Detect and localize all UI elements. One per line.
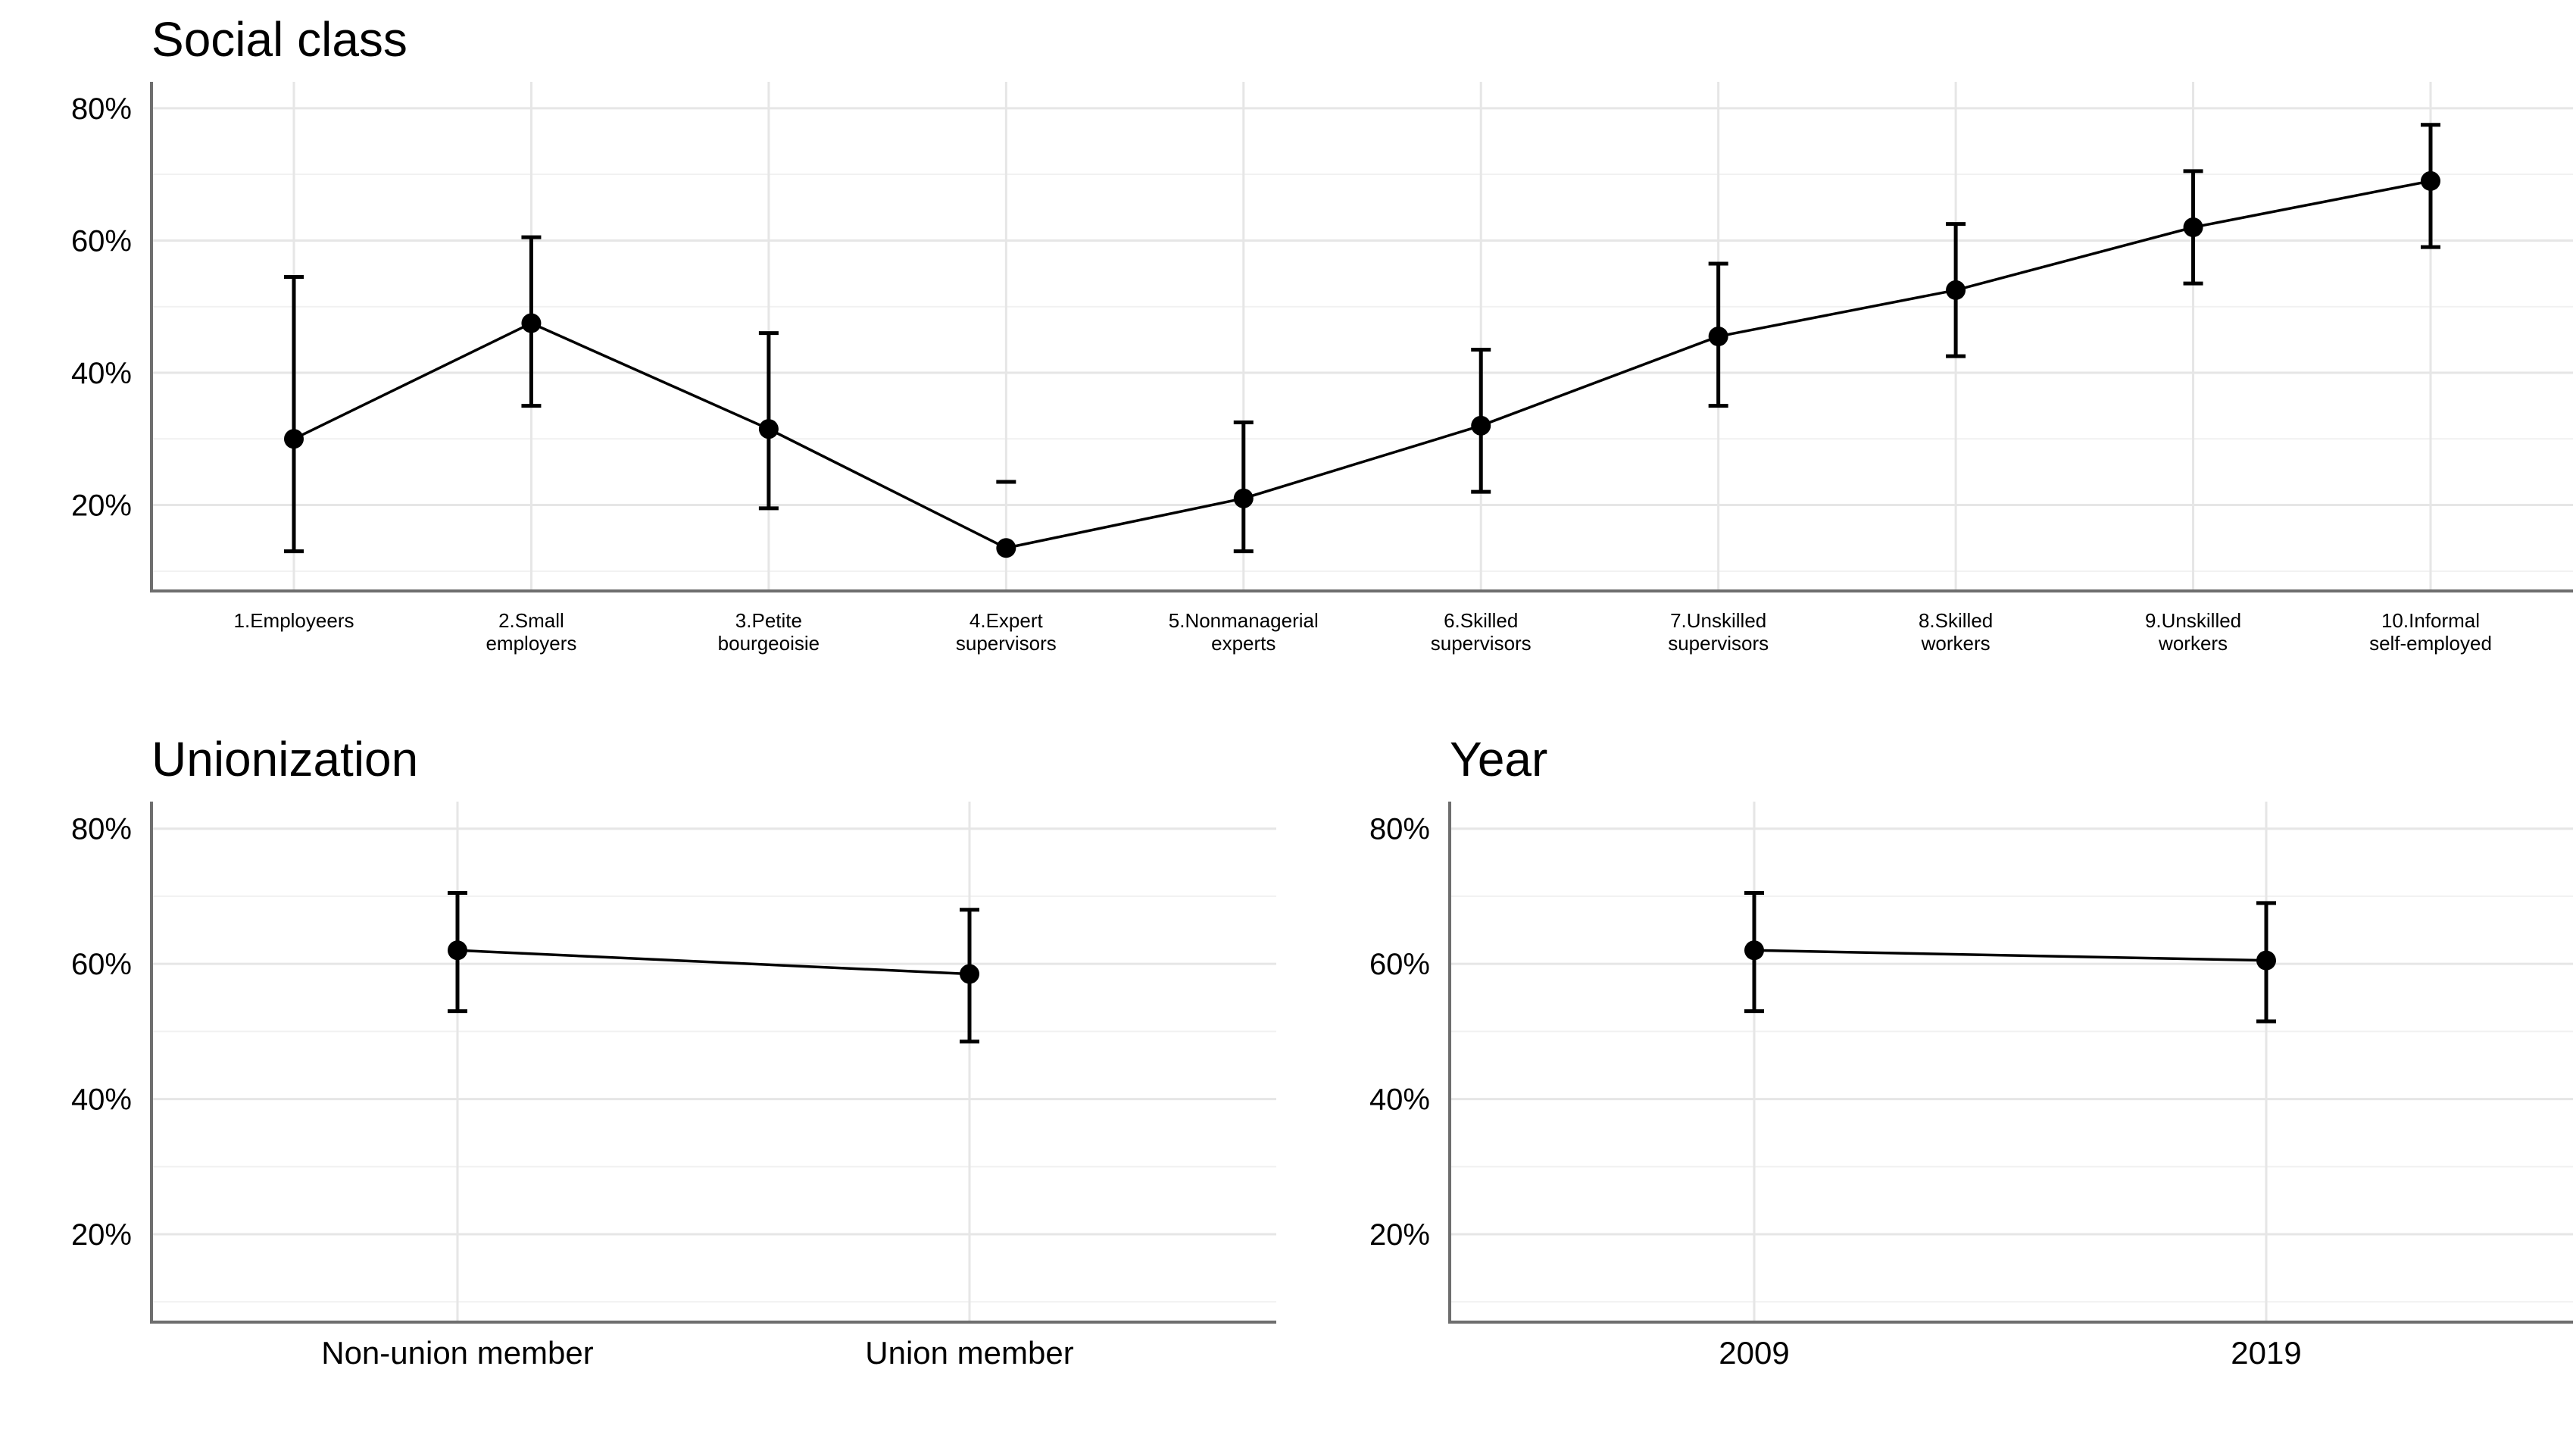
x-tick-label: workers bbox=[2158, 632, 2228, 655]
data-point bbox=[758, 419, 779, 439]
y-tick-label: 20% bbox=[1369, 1218, 1430, 1252]
x-tick-label: 8.Skilled bbox=[1919, 609, 1993, 632]
data-point bbox=[284, 429, 304, 449]
data-point bbox=[1233, 488, 1254, 508]
x-tick-label: 2019 bbox=[2231, 1335, 2301, 1371]
panel-unionization: Unionization 20% 40% 60% 80% Non-union member… bbox=[71, 732, 1276, 1371]
series-line bbox=[1753, 949, 2267, 962]
panel-social-class: Social class 20% 40% 60% 80% 1.Employeers 2.Sm… bbox=[71, 12, 2573, 655]
data-point bbox=[1744, 940, 1764, 961]
x-tick-label: workers bbox=[1921, 632, 1991, 655]
y-tick-label: 80% bbox=[71, 813, 132, 846]
x-tick-label: supervisors bbox=[1668, 632, 1769, 655]
y-tick-label: 80% bbox=[71, 92, 132, 126]
x-tick-label: Non-union member bbox=[321, 1335, 594, 1371]
data-point bbox=[2256, 950, 2276, 971]
panel-title: Unionization bbox=[151, 732, 418, 786]
data-point bbox=[1946, 280, 1966, 300]
data-point bbox=[960, 964, 979, 984]
x-tick-label: 2.Small bbox=[498, 609, 564, 632]
panel-title: Year bbox=[1450, 732, 1547, 786]
y-tick-label: 60% bbox=[1369, 948, 1430, 981]
x-tick-label: employers bbox=[486, 632, 576, 655]
data-point bbox=[2183, 217, 2203, 237]
panel-title: Social class bbox=[151, 12, 407, 67]
x-tick-label: supervisors bbox=[956, 632, 1057, 655]
series-line bbox=[457, 949, 970, 976]
x-tick-label: bourgeoisie bbox=[718, 632, 820, 655]
x-tick-label: 4.Expert bbox=[970, 609, 1044, 632]
y-tick-label: 40% bbox=[71, 1083, 132, 1117]
y-tick-label: 40% bbox=[1369, 1083, 1430, 1117]
x-tick-label: 7.Unskilled bbox=[1670, 609, 1766, 632]
y-tick-label: 40% bbox=[71, 357, 132, 390]
x-tick-label: 2009 bbox=[1719, 1335, 1789, 1371]
data-point bbox=[448, 940, 467, 961]
y-tick-label: 20% bbox=[71, 489, 132, 523]
data-point bbox=[1471, 415, 1491, 436]
x-tick-label: 10.Informal bbox=[2381, 609, 2480, 632]
x-tick-label: Union member bbox=[865, 1335, 1073, 1371]
y-tick-label: 20% bbox=[71, 1218, 132, 1252]
y-tick-label: 80% bbox=[1369, 813, 1430, 846]
x-tick-label: 1.Employeers bbox=[234, 609, 354, 632]
panel-year: Year 20% 40% 60% 80% 2009 2019 bbox=[1369, 732, 2573, 1371]
x-tick-label: self-employed bbox=[2369, 632, 2492, 655]
data-point bbox=[1708, 327, 1728, 346]
x-tick-label: experts bbox=[1211, 632, 1276, 655]
data-point bbox=[521, 313, 542, 333]
x-tick-label: 9.Unskilled bbox=[2145, 609, 2241, 632]
x-tick-label: 3.Petite bbox=[735, 609, 802, 632]
y-tick-label: 60% bbox=[71, 224, 132, 258]
data-point bbox=[2421, 170, 2440, 191]
x-tick-label: supervisors bbox=[1431, 632, 1532, 655]
x-tick-label: 6.Skilled bbox=[1444, 609, 1518, 632]
x-tick-label: 5.Nonmanagerial bbox=[1169, 609, 1319, 632]
data-point bbox=[996, 538, 1016, 558]
y-tick-label: 60% bbox=[71, 948, 132, 981]
series-line bbox=[293, 180, 2431, 550]
